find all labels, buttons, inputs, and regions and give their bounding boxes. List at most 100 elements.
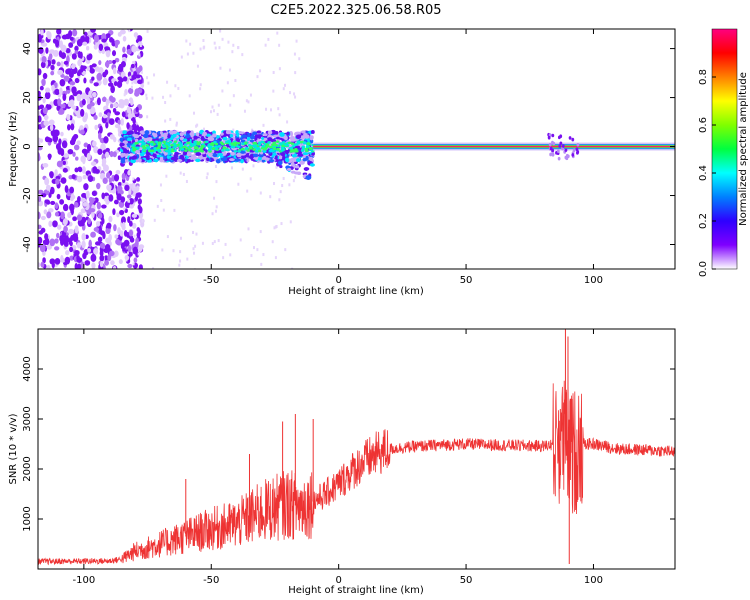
noise-blob <box>46 104 52 110</box>
noise-blob <box>49 186 55 195</box>
faint-dot <box>153 73 156 77</box>
core-blob <box>165 142 169 145</box>
scatter-blob <box>122 130 127 135</box>
noise-blob <box>40 215 46 221</box>
faint-dot <box>132 60 135 64</box>
faint-dot <box>221 37 224 41</box>
faint-dot <box>262 253 265 257</box>
colorbar-tick-label: 0.2 <box>698 213 709 229</box>
noise-blob <box>137 245 143 252</box>
core-blob <box>257 149 262 153</box>
core-blob <box>271 149 276 152</box>
noise-blob <box>61 103 66 109</box>
faint-dot <box>278 198 281 202</box>
noise-blob <box>38 230 44 235</box>
spike-blob <box>551 151 555 156</box>
noise-blob <box>56 224 62 230</box>
spike-blob <box>558 144 562 148</box>
faint-dot <box>178 263 181 267</box>
snr-plot-area <box>38 329 675 566</box>
noise-blob <box>122 35 127 42</box>
noise-blob <box>78 167 83 173</box>
core-blob <box>306 142 311 145</box>
noise-blob <box>105 49 111 58</box>
faint-dot <box>214 209 217 213</box>
core-blob <box>265 143 270 146</box>
scatter-blob <box>187 158 191 163</box>
noise-blob <box>73 201 79 208</box>
faint-dot <box>229 103 232 107</box>
scatter-blob <box>120 152 125 158</box>
scatter-blob <box>174 151 179 156</box>
core-blob <box>184 143 188 146</box>
faint-dot <box>214 46 217 50</box>
noise-blob <box>69 81 76 86</box>
noise-blob <box>127 263 133 269</box>
noise-blob <box>86 143 92 152</box>
noise-blob <box>60 131 64 137</box>
noise-blob <box>99 173 106 180</box>
noise-blob <box>112 136 117 143</box>
scatter-blob <box>286 131 290 136</box>
x-tick-label: 50 <box>460 275 473 286</box>
faint-dot <box>213 196 216 200</box>
core-blob <box>186 141 191 145</box>
faint-dot <box>159 183 162 187</box>
noise-blob <box>56 29 62 35</box>
noise-blob <box>58 87 63 96</box>
faint-dot <box>212 109 215 113</box>
noise-blob <box>113 224 117 232</box>
noise-blob <box>56 232 60 239</box>
faint-dot <box>210 110 213 114</box>
noise-blob <box>64 185 69 193</box>
faint-dot <box>176 130 179 134</box>
core-blob <box>224 148 229 152</box>
noise-blob <box>112 266 117 269</box>
scatter-blob <box>240 158 244 164</box>
noise-blob <box>72 234 79 242</box>
scatter-blob <box>130 158 136 164</box>
faint-dot <box>245 99 248 103</box>
core-blob <box>290 142 295 145</box>
noise-blob <box>57 69 64 76</box>
scatter-blob <box>151 132 156 136</box>
faint-dot <box>294 95 297 99</box>
noise-blob <box>69 99 75 107</box>
core-blob <box>150 140 154 144</box>
noise-blob <box>116 185 123 193</box>
noise-blob <box>62 93 67 101</box>
core-blob <box>291 144 296 148</box>
faint-dot <box>152 267 155 269</box>
core-blob <box>219 141 224 144</box>
noise-blob <box>65 85 71 90</box>
core-blob <box>157 148 162 152</box>
faint-dot <box>275 165 278 169</box>
core-blob <box>241 142 245 146</box>
faint-dot <box>201 241 204 245</box>
faint-dot <box>286 120 289 124</box>
faint-dot <box>186 52 189 56</box>
noise-blob <box>106 184 112 191</box>
core-blob <box>245 146 249 150</box>
faint-dot <box>280 222 283 226</box>
noise-blob <box>60 52 67 59</box>
faint-dot <box>193 251 196 255</box>
spike-blob <box>575 147 579 152</box>
core-blob <box>150 149 155 153</box>
spike-blob <box>551 140 554 145</box>
noise-blob <box>131 45 137 53</box>
core-blob <box>200 146 204 149</box>
noise-blob <box>51 84 55 92</box>
core-blob <box>196 149 200 153</box>
noise-blob <box>49 49 55 54</box>
faint-dot <box>160 199 163 203</box>
noise-blob <box>79 129 85 135</box>
noise-blob <box>102 71 107 78</box>
faint-dot <box>278 113 281 117</box>
noise-blob <box>90 253 97 262</box>
x-tick-label: 100 <box>584 575 603 586</box>
noise-blob <box>109 150 114 158</box>
noise-blob <box>117 31 122 37</box>
scatter-blob <box>303 167 309 171</box>
spike-blob <box>547 135 551 140</box>
